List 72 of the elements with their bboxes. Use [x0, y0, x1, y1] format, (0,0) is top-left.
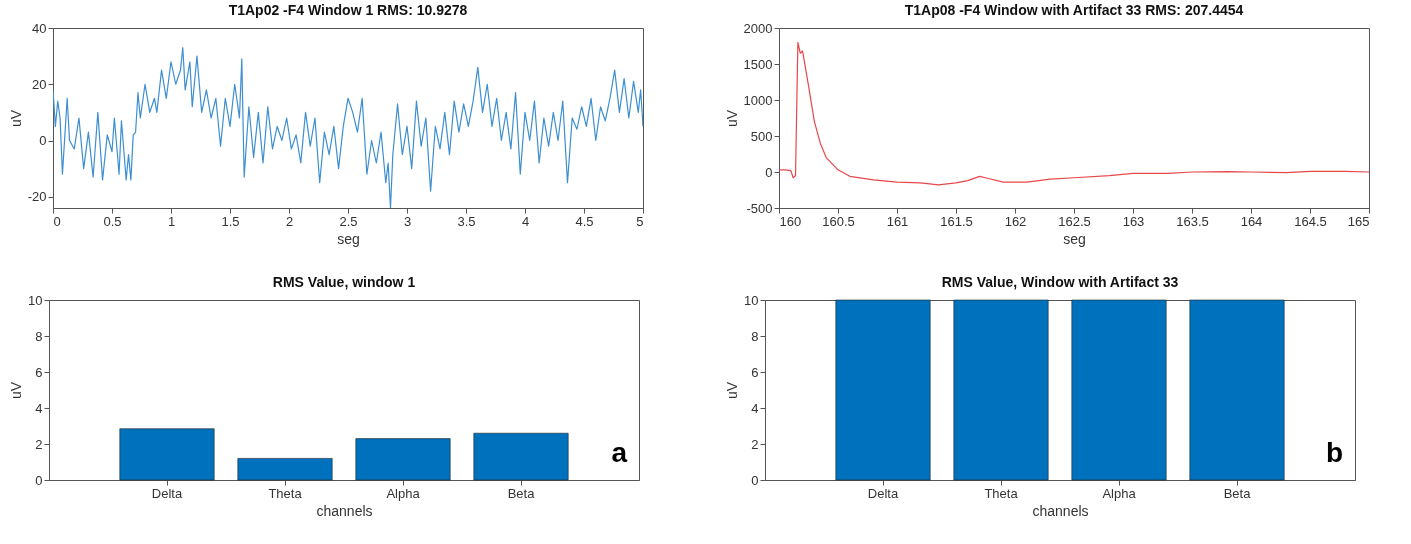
- y-axis-title: uV: [8, 381, 25, 400]
- x-tick-label: 160.5: [822, 213, 855, 229]
- line-series: [53, 47, 643, 208]
- bar: [473, 432, 569, 481]
- x-tick-label: 162: [1004, 213, 1027, 229]
- x-tick-label: 0.5: [103, 213, 122, 229]
- x-axis-title: seg: [1063, 230, 1086, 247]
- x-tick-label: Alpha: [386, 485, 421, 501]
- x-tick-label: Theta: [268, 485, 303, 501]
- chart-title: T1Ap08 -F4 Window with Artifact 33 RMS: 207.4454: [904, 2, 1244, 18]
- y-tick-label: 6: [751, 364, 759, 380]
- y-tick-label: 4: [751, 400, 759, 416]
- y-tick-label: 10: [28, 292, 43, 308]
- y-tick-label: 20: [32, 76, 47, 92]
- x-tick-label: 3: [403, 213, 412, 229]
- x-tick-label: 1.5: [221, 213, 240, 229]
- x-tick-label: 4: [521, 213, 530, 229]
- y-tick-label: -20: [27, 189, 47, 205]
- chart-title: RMS Value, window 1: [272, 274, 416, 290]
- x-tick-label: Theta: [984, 485, 1019, 501]
- y-tick-label: -500: [746, 200, 773, 216]
- x-tick-label: 3.5: [457, 213, 476, 229]
- x-tick-label: Delta: [867, 485, 899, 501]
- chart-title: RMS Value, Window with Artifact 33: [941, 274, 1179, 290]
- x-axis-title: channels: [316, 502, 373, 519]
- x-tick-label: 165: [1347, 213, 1370, 229]
- x-tick-label: Beta: [507, 485, 536, 501]
- y-tick-label: 500: [750, 128, 773, 144]
- annotation: b: [1325, 437, 1343, 468]
- x-tick-label: 164.5: [1294, 213, 1327, 229]
- x-tick-label: Delta: [151, 485, 183, 501]
- bar: [237, 458, 333, 481]
- x-tick-label: Alpha: [1102, 485, 1137, 501]
- y-tick-label: 6: [35, 364, 43, 380]
- y-tick-label: 1000: [743, 92, 773, 108]
- y-tick-label: 8: [35, 328, 43, 344]
- y-tick-label: 2: [751, 436, 759, 452]
- y-tick-label: 10: [744, 292, 759, 308]
- bar: [119, 428, 215, 481]
- x-tick-label: 0: [53, 213, 61, 229]
- x-tick-label: 163.5: [1176, 213, 1209, 229]
- y-tick-label: 2: [35, 436, 43, 452]
- y-tick-label: 40: [32, 20, 47, 36]
- x-tick-label: 161.5: [940, 213, 973, 229]
- y-tick-label: 2000: [743, 20, 773, 36]
- x-tick-label: 163: [1122, 213, 1145, 229]
- x-tick-label: 160: [779, 213, 802, 229]
- bar: [355, 438, 451, 481]
- y-tick-label: 8: [751, 328, 759, 344]
- y-axis-title: uV: [724, 381, 741, 400]
- line-series: [779, 41, 1369, 186]
- y-tick-label: 0: [35, 472, 43, 488]
- x-tick-label: 2: [285, 213, 294, 229]
- x-tick-label: 164: [1240, 213, 1263, 229]
- y-tick-label: 0: [751, 472, 759, 488]
- y-tick-label: 4: [35, 400, 43, 416]
- x-tick-label: 5: [636, 213, 644, 229]
- x-tick-label: 161: [886, 213, 909, 229]
- y-tick-label: 1500: [743, 56, 773, 72]
- x-axis-title: channels: [1032, 502, 1089, 519]
- y-tick-label: 0: [39, 133, 47, 148]
- annotation: a: [611, 437, 628, 468]
- x-axis-title: seg: [337, 230, 360, 247]
- x-tick-label: 162.5: [1058, 213, 1091, 229]
- chart-title: T1Ap02 -F4 Window 1 RMS: 10.9278: [228, 2, 468, 18]
- y-axis-title: uV: [723, 109, 740, 128]
- y-tick-label: 0: [765, 164, 773, 180]
- x-tick-label: 2.5: [339, 213, 358, 229]
- x-tick-label: 4.5: [575, 213, 594, 229]
- x-tick-label: 1: [167, 213, 176, 229]
- y-axis-title: uV: [7, 109, 24, 128]
- x-tick-label: Beta: [1223, 485, 1252, 501]
